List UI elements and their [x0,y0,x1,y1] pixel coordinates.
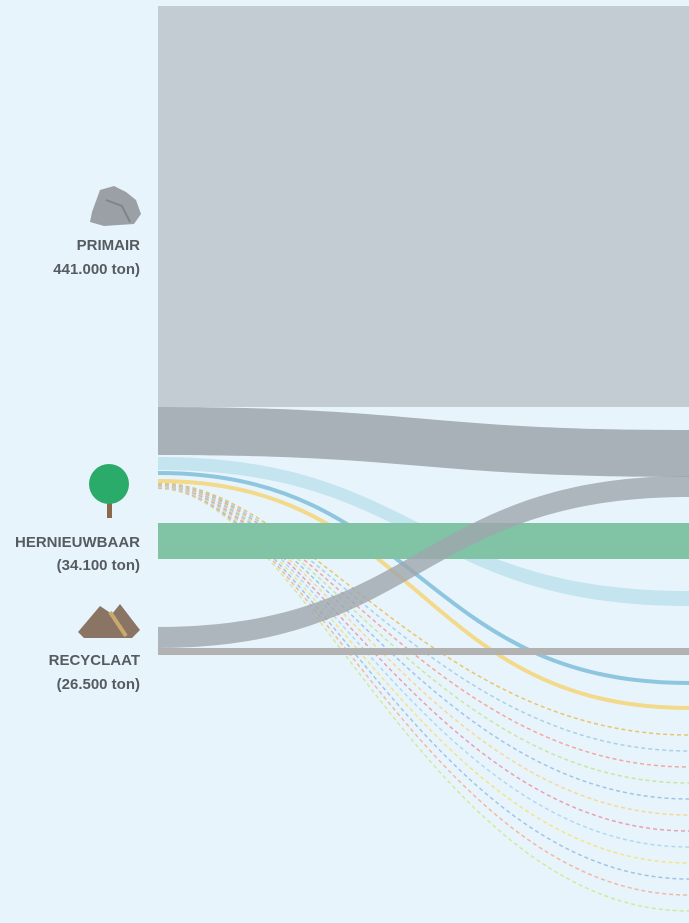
rock-icon-detail [105,199,131,223]
primary-branch-flow [158,407,689,477]
mound-icon [78,604,140,638]
flows [157,6,689,912]
node-amount: 441.000 ton) [53,261,140,278]
node-label: RECYCLAAT [49,652,140,669]
tree-crown [89,464,129,504]
dashed-flow [157,482,689,736]
node-label: PRIMAIR [77,237,141,254]
blue-flow [157,471,689,685]
node-amount: (34.100 ton) [57,557,140,574]
dashed-flow [157,485,689,848]
recycled-flow [158,476,689,648]
dashed-flow [157,486,689,880]
mound-icon-detail [108,610,128,638]
recycled-straight-flow [158,648,689,655]
primary-flow [158,6,689,407]
dashed-flow [157,483,689,784]
dashed-flow [157,487,689,896]
tree-trunk [107,494,112,518]
node-amount: (26.500 ton) [57,676,140,693]
dashed-flow [157,486,689,864]
yellow-flow [157,479,689,710]
node-label: HERNIEUWBAAR [15,534,140,551]
dashed-flow [157,485,689,832]
dashed-flow [157,483,689,768]
icons [78,186,141,638]
rock-icon [90,186,141,226]
dashed-flow [157,484,689,800]
